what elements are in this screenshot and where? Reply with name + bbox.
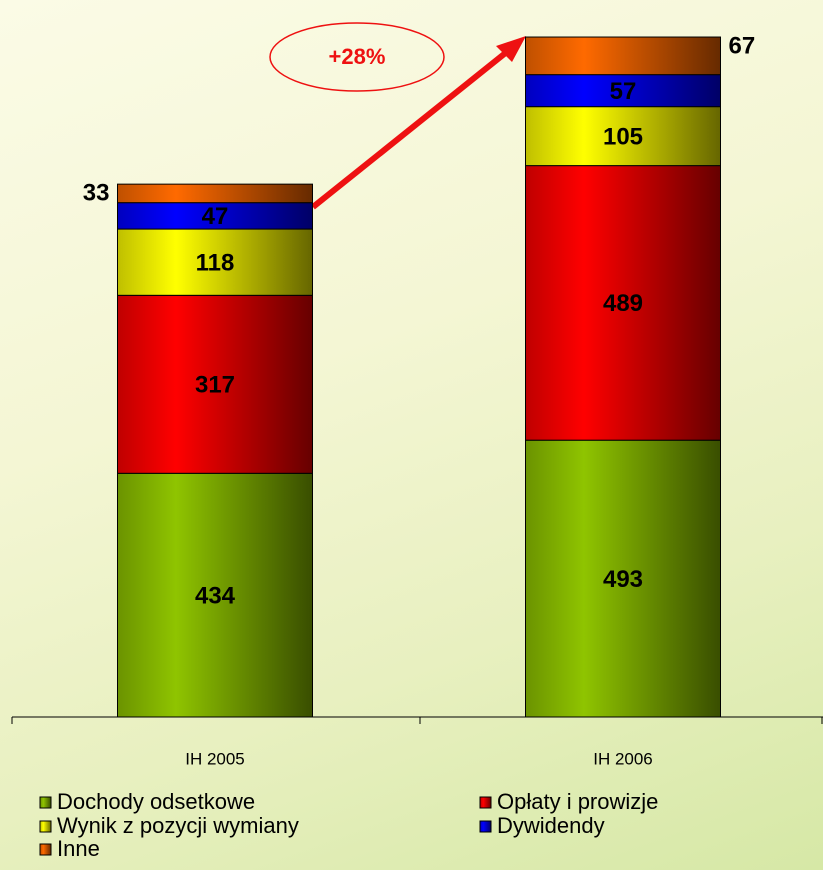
data-label: 33 bbox=[83, 179, 110, 206]
legend-label: Inne bbox=[57, 836, 100, 861]
data-label: 118 bbox=[196, 250, 235, 277]
legend-label: Dochody odsetkowe bbox=[57, 789, 255, 814]
legend-swatch bbox=[479, 820, 492, 833]
x-tick-label: IH 2005 bbox=[185, 749, 245, 768]
data-label: 493 bbox=[603, 566, 643, 593]
data-label: 317 bbox=[195, 372, 235, 399]
bar-segment bbox=[117, 228, 313, 296]
bar-segment bbox=[525, 106, 721, 167]
legend-label: Wynik z pozycji wymiany bbox=[57, 813, 299, 838]
annotation-ellipse bbox=[269, 22, 445, 92]
data-label: 67 bbox=[729, 32, 756, 59]
data-label: 434 bbox=[195, 582, 236, 609]
data-label: 489 bbox=[603, 290, 643, 317]
bar-segment bbox=[525, 74, 721, 108]
legend-swatch bbox=[39, 796, 52, 809]
x-tick-label: IH 2006 bbox=[593, 749, 653, 768]
legend-swatch bbox=[39, 843, 52, 856]
growth-arrow bbox=[311, 48, 510, 210]
data-label: 57 bbox=[610, 78, 637, 105]
bar-segment bbox=[117, 183, 313, 204]
legend-label: Opłaty i prowizje bbox=[497, 789, 658, 814]
annotation: +28% bbox=[329, 44, 386, 69]
arrow-head bbox=[496, 36, 526, 62]
bar-segment bbox=[525, 439, 721, 718]
legend-label: Dywidendy bbox=[497, 813, 605, 838]
legend-swatch bbox=[479, 796, 492, 809]
legend-swatch bbox=[39, 820, 52, 833]
data-label: 47 bbox=[202, 203, 229, 230]
data-label: 105 bbox=[603, 123, 643, 150]
bar-segment bbox=[117, 294, 313, 474]
bar-segment bbox=[525, 36, 721, 76]
bar-segment bbox=[525, 165, 721, 441]
bar-segment bbox=[117, 472, 313, 718]
